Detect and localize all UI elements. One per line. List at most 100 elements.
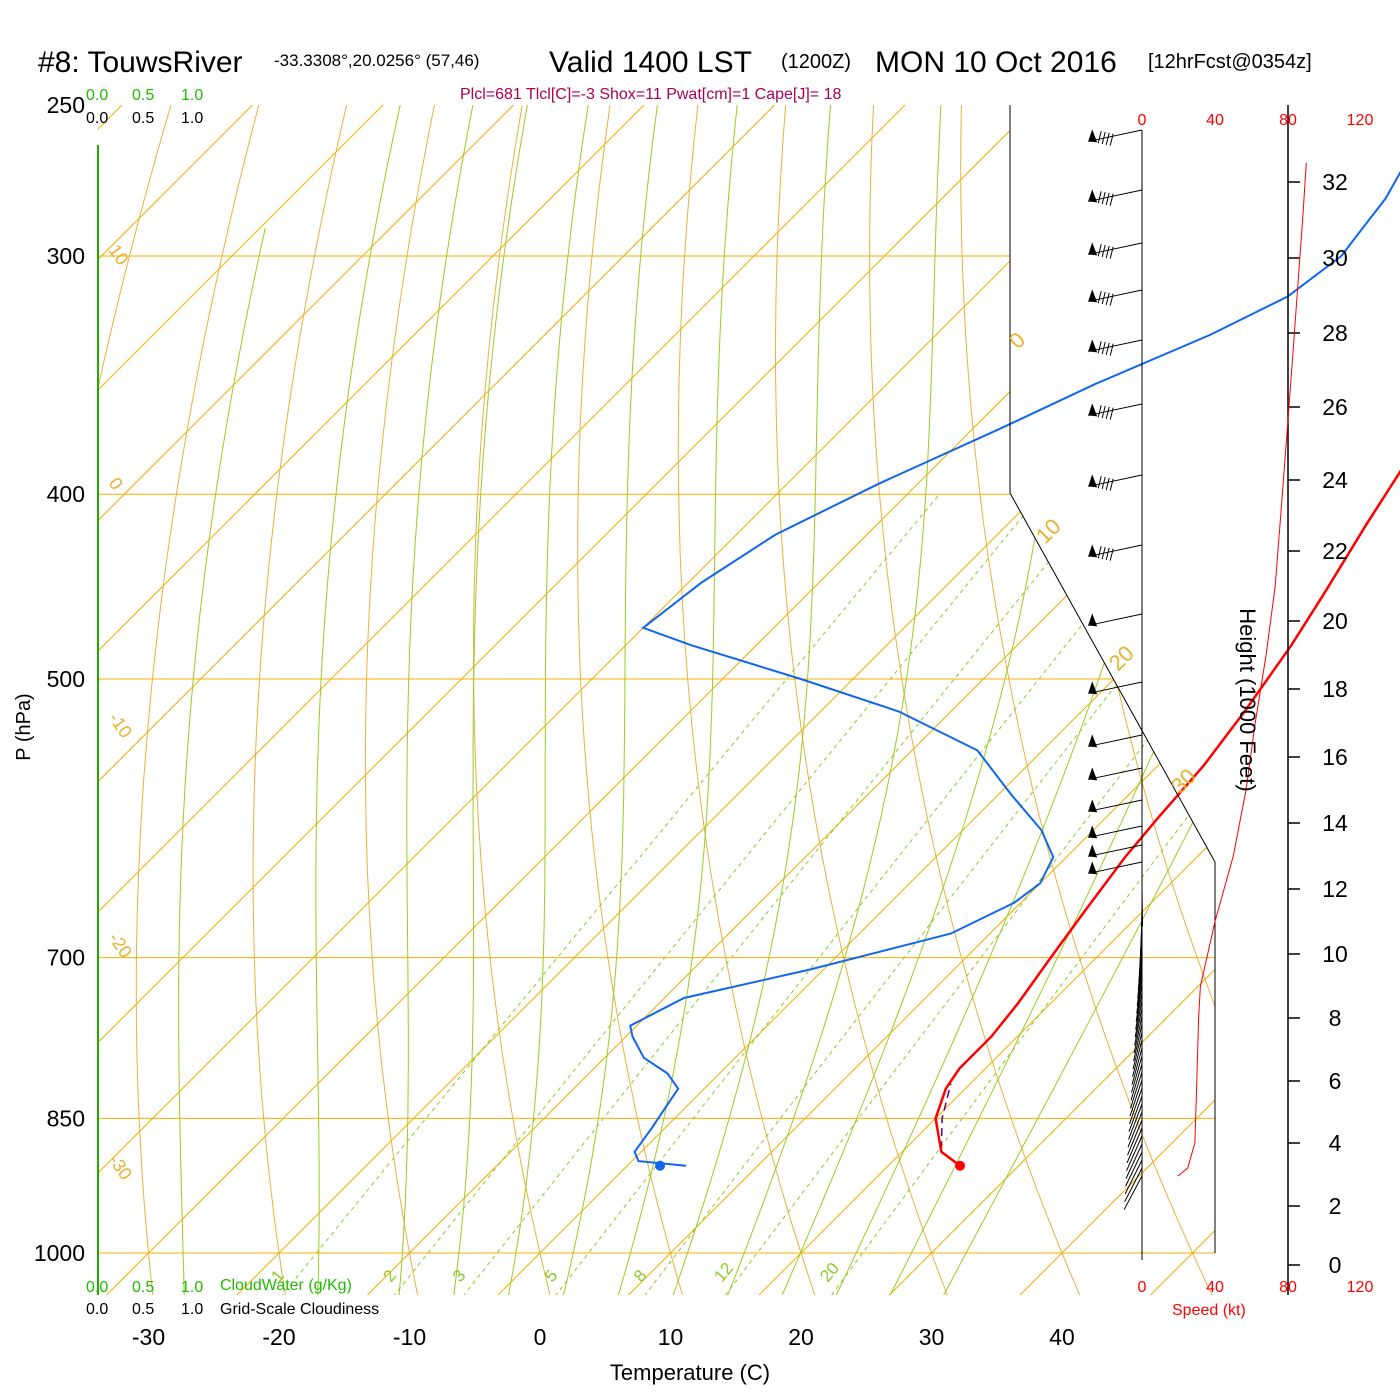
temperature-tick-label: 20 [788, 1324, 814, 1350]
height-tick-label: 18 [1322, 676, 1348, 702]
wind-barb-shaft [1131, 1047, 1143, 1085]
speed-tick: 0 [1138, 112, 1147, 129]
wind-barb-pennant [1088, 681, 1098, 695]
wind-barb-shaft [1124, 1167, 1143, 1203]
dry-adiabat-label: -20 [105, 929, 136, 962]
wind-barb-shaft [1133, 1015, 1143, 1054]
isotherm-line [98, 105, 192, 1295]
mixing-ratio-label: 8 [630, 1266, 651, 1285]
isotherm-line [98, 105, 453, 1295]
wind-barb-feather [1105, 292, 1110, 305]
wind-barb-shaft [1136, 975, 1143, 1014]
wind-barb-shaft [1135, 983, 1143, 1022]
dry-adiabat-line [1392, 36, 1400, 1347]
isotherm-line [98, 105, 1105, 1295]
mixing-ratio-line [352, 493, 1042, 1295]
isotherm-line [98, 105, 844, 1295]
wind-barb-feather [1097, 291, 1102, 304]
station-coords: -33.3308°,20.0256° (57,46) [274, 51, 479, 70]
surface-temperature-marker [955, 1160, 966, 1171]
wind-barb-shaft [1133, 1023, 1143, 1062]
wind-barb-pennant [1088, 861, 1098, 875]
isotherm-label: 0 [1004, 327, 1030, 353]
speed-tick: 80 [1279, 112, 1297, 129]
sounding-parameters: Plcl=681 Tlcl[C]=-3 Shox=11 Pwat[cm]=1 C… [460, 86, 841, 103]
wind-barb-pennant [1088, 799, 1098, 813]
wind-barb-shaft [1088, 189, 1143, 202]
cloudiness-label: Grid-Scale Cloudiness [220, 1301, 379, 1318]
wind-barb-shaft [1088, 613, 1143, 626]
wind-barb-pennant [1088, 544, 1098, 558]
wind-barb-pennant [1088, 844, 1098, 858]
wind-barb-shaft [1130, 1071, 1143, 1109]
moist-adiabat-line [393, 105, 488, 1295]
isotherm-line [706, 105, 1215, 1295]
wind-barb-shaft [1088, 734, 1143, 747]
wind-barb-shaft [1088, 544, 1143, 557]
wind-barb-shaft [1126, 1127, 1143, 1164]
moist-adiabat-line [811, 105, 1215, 1295]
height-tick-label: 20 [1322, 608, 1348, 634]
mixing-ratio-line [793, 493, 1215, 1295]
wind-barb-shaft [1129, 1087, 1143, 1125]
x-axis-title: Temperature (C) [610, 1360, 770, 1385]
wind-barb-pennant [1088, 189, 1098, 203]
dry-adiabat-line [869, 105, 1104, 1295]
isotherm-line [98, 105, 322, 1295]
wind-barb-shaft [1088, 242, 1143, 255]
wind-barb-feather [1109, 246, 1114, 259]
wind-barb-shaft [1137, 959, 1143, 998]
dry-adiabat-line [1307, 36, 1400, 1347]
wind-barb-feather [1105, 406, 1110, 419]
wind-barb-feather [1097, 546, 1102, 559]
pressure-tick-label: 300 [47, 243, 85, 269]
wind-barb-shaft [1124, 1159, 1143, 1195]
y-axis-title: P (hPa) [13, 693, 35, 760]
wind-barb-pennant [1088, 825, 1098, 839]
isotherm-label: 20 [1104, 641, 1139, 676]
wind-barb-shaft [1088, 861, 1143, 874]
wind-barb-feather [1109, 478, 1114, 491]
isotherm-line [98, 105, 714, 1295]
wind-barb-shaft [1123, 1175, 1143, 1210]
height-tick-label: 26 [1322, 394, 1348, 420]
moist-adiabat-line [863, 105, 1215, 1295]
moist-adiabat-line [550, 105, 668, 1295]
height-tick-label: 14 [1322, 810, 1348, 836]
dewpoint-line [629, 170, 1400, 1167]
valid-date: MON 10 Oct 2016 [875, 46, 1117, 79]
pressure-tick-label: 850 [47, 1105, 85, 1131]
wind-barb-feather [1109, 293, 1114, 306]
wind-barb-feather [1101, 476, 1106, 490]
height-tick-label: 28 [1322, 320, 1348, 346]
wind-barb-feather [1109, 193, 1114, 206]
moist-adiabat-line [654, 105, 838, 1295]
forecast-info: [12hrFcst@0354z] [1148, 51, 1312, 73]
temperature-tick-label: -30 [132, 1324, 165, 1350]
height-axis-title: Height (1000 Feet) [1235, 608, 1260, 791]
speed-tick: 120 [1347, 112, 1374, 129]
pressure-tick-label: 400 [47, 481, 85, 507]
cloudwater-tick: 0.5 [132, 1279, 154, 1296]
wind-barb-feather [1109, 407, 1114, 420]
dry-adiabat-label: 0 [105, 474, 127, 494]
dry-adiabat-label: -10 [105, 709, 136, 742]
wind-barb-pennant [1088, 129, 1098, 143]
mixing-ratio-label: 3 [449, 1266, 470, 1285]
speed-axis-labels: 0 40 80 120 0 40 80 120 Speed (kt) [1138, 112, 1374, 1319]
isotherm-label: 10 [1031, 514, 1066, 549]
height-tick-label: 24 [1322, 467, 1348, 493]
mixing-ratio-line [686, 493, 1215, 1295]
pressure-tick-label: 700 [47, 945, 85, 971]
wind-barb-shaft [1088, 289, 1143, 302]
wind-barb-feather [1101, 341, 1106, 355]
wind-barb-pennant [1088, 339, 1098, 353]
wind-barb-feather [1097, 244, 1102, 257]
wind-barb-shaft [1088, 799, 1143, 812]
wind-barb-feather [1097, 341, 1102, 354]
wind-barb-feather [1101, 405, 1106, 419]
wind-barb-pennant [1088, 474, 1098, 488]
mixing-ratio-label: 20 [816, 1259, 843, 1286]
mixing-ratio-label: 2 [379, 1266, 400, 1285]
wind-barb-shaft [1126, 1135, 1143, 1171]
